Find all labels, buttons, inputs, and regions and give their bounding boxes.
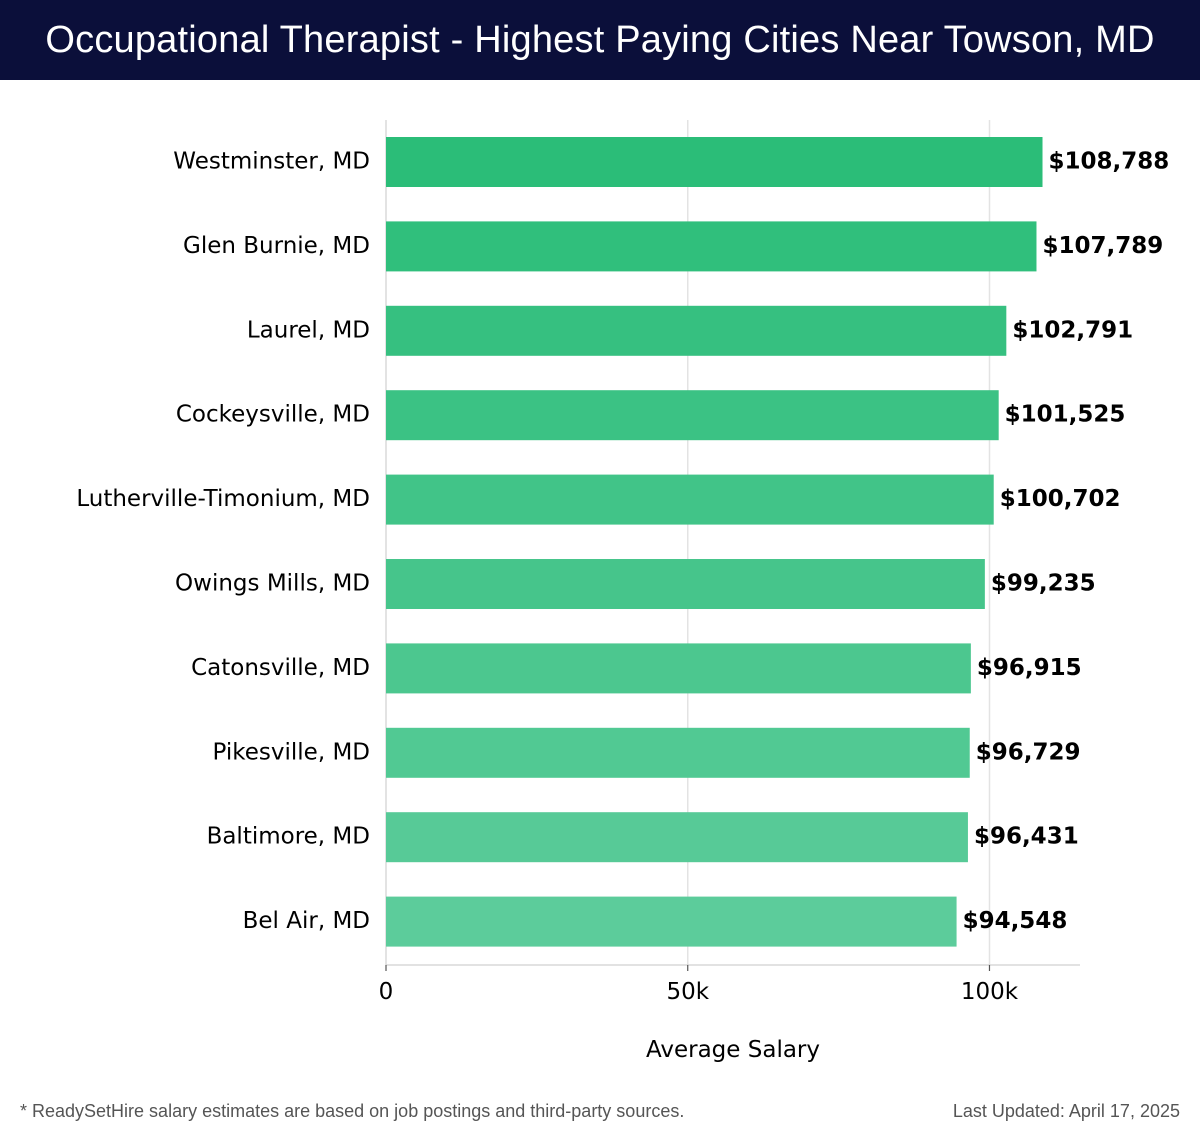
chart-title: Occupational Therapist - Highest Paying … xyxy=(45,18,1155,61)
footnote: * ReadySetHire salary estimates are base… xyxy=(20,1101,685,1121)
category-label: Catonsville, MD xyxy=(191,655,370,681)
value-label: $108,788 xyxy=(1049,149,1170,175)
value-label: $94,548 xyxy=(963,908,1068,934)
bar xyxy=(386,643,971,694)
category-label: Cockeysville, MD xyxy=(176,402,370,428)
category-label: Lutherville-Timonium, MD xyxy=(76,486,370,512)
x-axis-title: Average Salary xyxy=(646,1037,820,1063)
x-tick-label: 50k xyxy=(666,979,709,1005)
category-label: Westminster, MD xyxy=(173,149,370,175)
value-label: $96,915 xyxy=(977,655,1082,681)
value-label: $99,235 xyxy=(991,571,1096,597)
category-label: Laurel, MD xyxy=(247,317,370,343)
value-label: $96,431 xyxy=(974,824,1079,850)
value-label: $100,702 xyxy=(1000,486,1121,512)
x-tick-label: 0 xyxy=(379,979,394,1005)
value-label: $101,525 xyxy=(1005,402,1126,428)
category-label: Baltimore, MD xyxy=(207,824,370,850)
category-label: Pikesville, MD xyxy=(213,739,371,765)
bar xyxy=(386,221,1037,272)
bar xyxy=(386,727,970,778)
value-label: $96,729 xyxy=(976,739,1081,765)
x-tick-label: 100k xyxy=(961,979,1019,1005)
chart-header: Occupational Therapist - Highest Paying … xyxy=(0,0,1200,80)
bar xyxy=(386,559,985,609)
category-label: Owings Mills, MD xyxy=(175,571,370,597)
salary-bar-chart: Westminster, MD $108,788 Glen Burnie, MD $1… xyxy=(76,120,1170,1063)
bar xyxy=(386,390,999,441)
category-label: Glen Burnie, MD xyxy=(183,233,370,259)
category-label: Bel Air, MD xyxy=(243,908,370,934)
bar xyxy=(386,474,994,525)
bar xyxy=(386,305,1007,356)
value-label: $102,791 xyxy=(1012,317,1133,343)
value-label: $107,789 xyxy=(1042,233,1163,259)
bar xyxy=(386,812,968,863)
bar xyxy=(386,896,957,947)
last-updated: Last Updated: April 17, 2025 xyxy=(952,1101,1180,1121)
bar xyxy=(386,137,1043,187)
